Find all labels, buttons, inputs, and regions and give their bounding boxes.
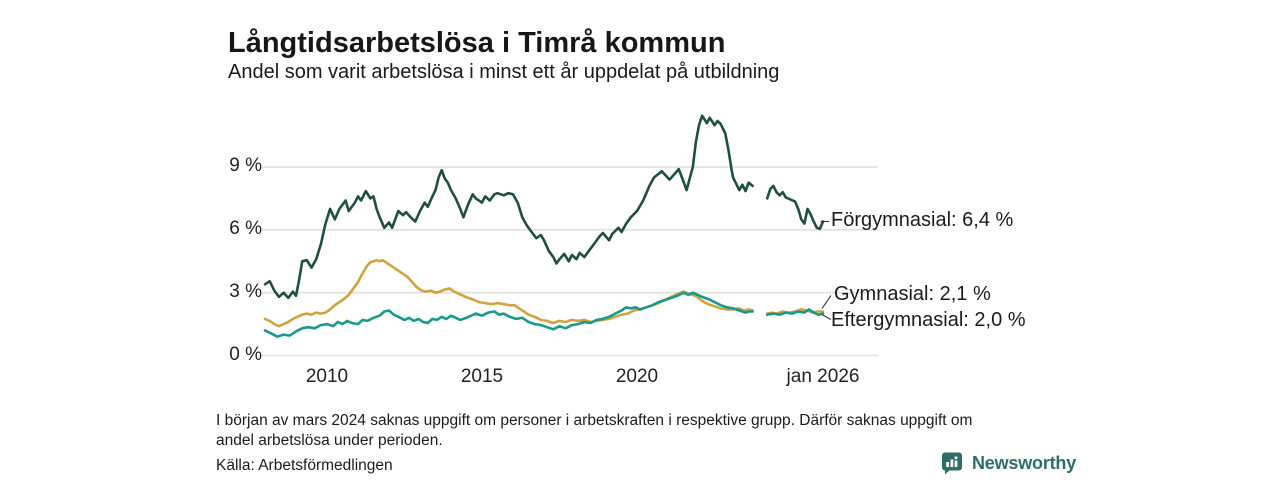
series-end-label-eftergymnasial: Eftergymnasial: 2,0 % (831, 308, 1026, 331)
x-tick-label: 2010 (305, 366, 349, 387)
series-line-forgymnasial (765, 184, 825, 231)
series-line-eftergymnasial (765, 308, 825, 317)
footnote-line: I början av mars 2024 saknas uppgift om … (216, 412, 973, 429)
x-tick-label: jan 2026 (786, 366, 860, 387)
series-line-forgymnasial (263, 114, 754, 300)
chart-subtitle: Andel som varit arbetslösa i minst ett å… (228, 61, 780, 83)
x-tick-label: 2015 (460, 366, 504, 387)
newsworthy-wordmark: Newsworthy (972, 452, 1077, 473)
bar-chart-bubble-icon (942, 452, 962, 475)
footnote: I början av mars 2024 saknas uppgift om … (216, 411, 972, 450)
label-connector (821, 314, 832, 320)
x-tick-label: 2020 (615, 366, 659, 387)
chart-title: Långtidsarbetslösa i Timrå kommun (228, 27, 726, 60)
footnote-line: andel arbetslösa under perioden. (216, 431, 443, 449)
newsworthy-logo: Newsworthy (940, 451, 1076, 475)
y-tick-label: 6 % (229, 217, 262, 239)
y-tick-label: 0 % (229, 343, 262, 365)
y-tick-label: 9 % (229, 155, 262, 177)
series-line-eftergymnasial (263, 291, 754, 339)
label-connector (821, 295, 832, 309)
y-tick-label: 3 % (229, 280, 262, 302)
series-end-label-forgymnasial: Förgymnasial: 6,4 % (831, 209, 1014, 232)
source-label: Källa: Arbetsförmedlingen (216, 457, 393, 474)
series-end-label-gymnasial: Gymnasial: 2,1 % (834, 282, 991, 305)
